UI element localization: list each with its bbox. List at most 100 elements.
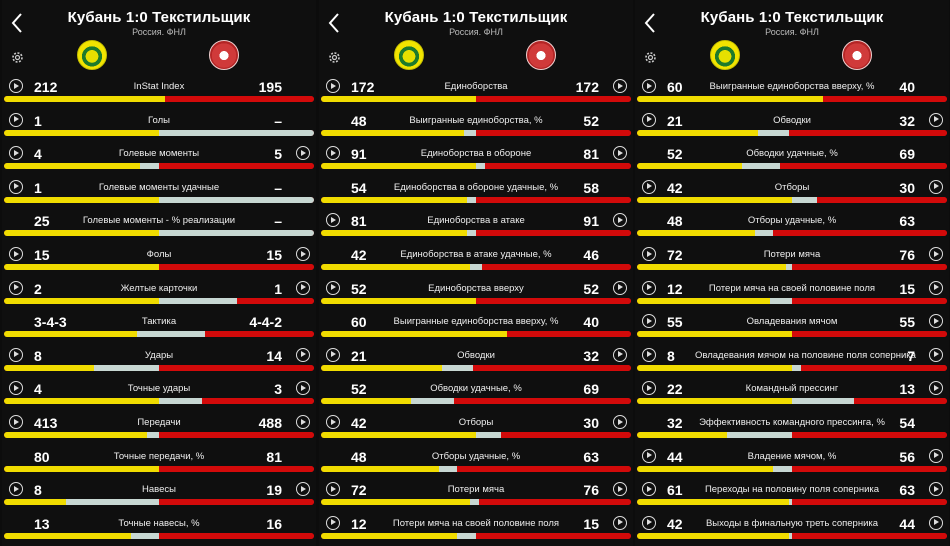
away-video-play-icon[interactable]: [929, 112, 943, 127]
stat-row: 4 Голевые моменты 5: [2, 143, 316, 177]
stat-name: Голы: [148, 114, 170, 126]
home-video-play-icon[interactable]: [9, 381, 23, 396]
stat-name: Потери мяча на своей половине поля: [708, 282, 876, 294]
away-value: 30: [583, 414, 599, 431]
away-video-play-icon[interactable]: [929, 347, 943, 362]
comparison-bar: [4, 230, 314, 237]
gear-icon[interactable]: [327, 50, 342, 65]
home-video-play-icon[interactable]: [642, 347, 656, 362]
back-chevron-left-icon[interactable]: [10, 12, 24, 34]
away-video-play-icon[interactable]: [929, 246, 943, 261]
away-video-play-icon[interactable]: [296, 280, 310, 295]
stat-name: Выигранные единоборства, %: [409, 114, 543, 126]
away-video-play-icon[interactable]: [296, 482, 310, 497]
home-share-fill: [321, 297, 476, 304]
home-video-play-icon[interactable]: [642, 482, 656, 497]
away-video-play-icon[interactable]: [613, 280, 627, 295]
home-video-play-icon[interactable]: [642, 280, 656, 295]
home-video-play-icon[interactable]: [642, 515, 656, 530]
home-value: 15: [34, 246, 50, 263]
away-video-play-icon[interactable]: [613, 79, 627, 93]
home-video-play-icon[interactable]: [642, 314, 656, 329]
away-value: 32: [899, 112, 915, 129]
away-video-play-icon[interactable]: [929, 448, 943, 463]
stat-name: Обводки: [457, 349, 495, 361]
away-video-play-icon[interactable]: [296, 414, 310, 429]
home-share-fill: [637, 196, 792, 203]
away-value: 7: [907, 347, 915, 364]
neutral-share-fill: [463, 129, 476, 136]
comparison-bar: [4, 263, 314, 270]
stat-row: 13 Точные навесы, % 16: [2, 513, 316, 546]
stat-row: 8 Удары 14: [2, 345, 316, 379]
away-share-fill: [205, 331, 314, 338]
away-video-play-icon[interactable]: [929, 280, 943, 295]
neutral-share-fill: [788, 532, 792, 539]
home-value: 4: [34, 146, 42, 163]
home-video-play-icon[interactable]: [326, 482, 340, 497]
home-video-play-icon[interactable]: [326, 347, 340, 362]
home-video-play-icon[interactable]: [326, 146, 340, 161]
home-video-play-icon[interactable]: [326, 79, 340, 93]
home-share-fill: [4, 431, 147, 438]
home-video-play-icon[interactable]: [642, 112, 656, 127]
away-video-play-icon[interactable]: [613, 482, 627, 497]
away-video-play-icon[interactable]: [929, 314, 943, 329]
gear-icon[interactable]: [643, 50, 658, 65]
home-video-play-icon[interactable]: [326, 280, 340, 295]
stat-name: Овладевания мячом: [746, 316, 838, 328]
away-value: 172: [575, 79, 599, 95]
away-video-play-icon[interactable]: [296, 347, 310, 362]
gear-icon[interactable]: [10, 50, 25, 65]
away-value: 16: [266, 515, 282, 532]
home-video-play-icon[interactable]: [9, 179, 23, 194]
back-chevron-left-icon[interactable]: [643, 12, 657, 34]
away-video-play-icon[interactable]: [296, 381, 310, 396]
away-value: 81: [583, 146, 599, 163]
away-video-play-icon[interactable]: [929, 179, 943, 194]
away-video-play-icon[interactable]: [613, 414, 627, 429]
home-value: 42: [351, 414, 367, 431]
neutral-share-fill: [469, 499, 480, 506]
back-chevron-left-icon[interactable]: [327, 12, 341, 34]
comparison-bar: [321, 96, 631, 102]
away-video-play-icon[interactable]: [613, 515, 627, 530]
away-share-fill: [475, 532, 631, 539]
home-video-play-icon[interactable]: [642, 79, 656, 93]
away-video-play-icon[interactable]: [296, 246, 310, 261]
neutral-share-fill: [476, 163, 486, 170]
home-video-play-icon[interactable]: [642, 246, 656, 261]
neutral-share-fill: [159, 196, 314, 203]
away-video-play-icon[interactable]: [613, 213, 627, 228]
home-share-fill: [4, 96, 166, 102]
home-video-play-icon[interactable]: [326, 213, 340, 228]
away-video-play-icon[interactable]: [929, 381, 943, 396]
neutral-share-fill: [410, 398, 455, 405]
away-video-play-icon[interactable]: [929, 515, 943, 530]
away-video-play-icon[interactable]: [613, 347, 627, 362]
home-video-play-icon[interactable]: [326, 515, 340, 530]
away-video-play-icon[interactable]: [929, 482, 943, 497]
away-video-play-icon[interactable]: [613, 146, 627, 161]
comparison-bar: [321, 297, 631, 304]
home-video-play-icon[interactable]: [642, 179, 656, 194]
home-video-play-icon[interactable]: [9, 79, 23, 93]
away-video-play-icon[interactable]: [296, 146, 310, 161]
away-share-fill: [792, 331, 947, 338]
home-video-play-icon[interactable]: [9, 347, 23, 362]
comparison-bar: [321, 263, 631, 270]
stat-row: 42 Отборы 30: [635, 177, 949, 211]
home-share-fill: [321, 499, 470, 506]
home-video-play-icon[interactable]: [642, 448, 656, 463]
stat-row: 48 Выигранные единоборства, % 52: [319, 110, 633, 144]
home-video-play-icon[interactable]: [9, 112, 23, 127]
home-video-play-icon[interactable]: [9, 280, 23, 295]
away-value: 5: [274, 146, 282, 163]
home-video-play-icon[interactable]: [9, 414, 23, 429]
home-video-play-icon[interactable]: [642, 381, 656, 396]
home-video-play-icon[interactable]: [9, 146, 23, 161]
home-video-play-icon[interactable]: [9, 246, 23, 261]
home-video-play-icon[interactable]: [9, 482, 23, 497]
home-value: 212: [34, 79, 58, 95]
home-video-play-icon[interactable]: [326, 414, 340, 429]
